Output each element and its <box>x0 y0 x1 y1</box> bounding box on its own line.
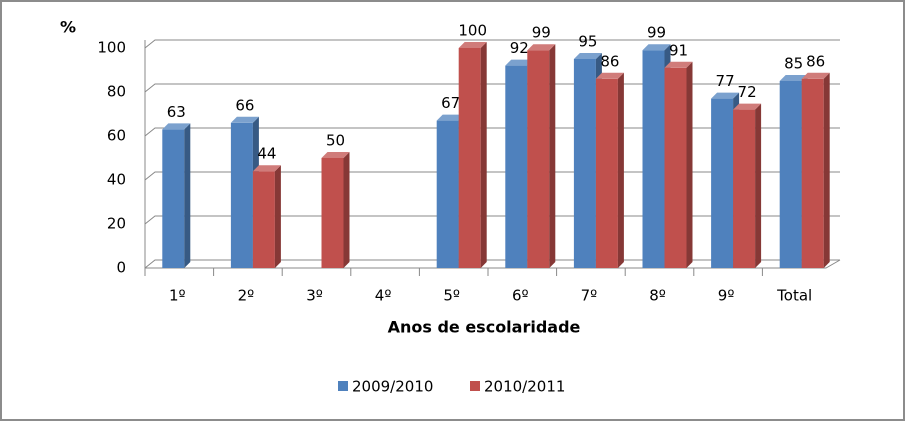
bar <box>458 42 487 268</box>
value-label: 63 <box>167 103 186 121</box>
x-tick-label: 7º <box>581 287 598 305</box>
bar-side <box>755 103 762 268</box>
bar-top <box>573 53 602 59</box>
bar-top <box>733 103 762 110</box>
bar-top <box>642 44 671 51</box>
bar-front <box>595 78 618 268</box>
bar-side <box>823 72 830 268</box>
x-tick-label: 8º <box>649 287 666 305</box>
bar-front <box>733 109 756 268</box>
bar <box>527 44 556 269</box>
legend-label: 2009/2010 <box>352 378 433 396</box>
bar <box>252 165 281 268</box>
value-label: 72 <box>738 83 757 101</box>
bar <box>162 123 191 269</box>
value-label: 99 <box>532 24 551 42</box>
bar-side <box>686 61 693 268</box>
value-label: 85 <box>784 55 803 73</box>
value-label: 86 <box>806 52 825 70</box>
bar-top <box>321 152 350 158</box>
bar <box>595 72 624 268</box>
x-tick-label: 5º <box>443 287 460 305</box>
bar-top <box>505 59 534 66</box>
bar-front <box>436 120 459 268</box>
bar-top <box>436 114 465 121</box>
bar-top <box>595 72 624 79</box>
y-tick-label: 40 <box>107 171 126 189</box>
value-label: 86 <box>600 52 619 70</box>
y-tick-label: 100 <box>97 39 126 57</box>
x-tick-label: Total <box>776 287 812 305</box>
grid-line <box>144 39 840 49</box>
bar-front <box>162 129 185 268</box>
bar-front <box>711 98 734 268</box>
bar-front <box>779 81 802 268</box>
bar-side <box>343 152 350 268</box>
bar-front <box>458 48 481 268</box>
x-tick-label: 1º <box>169 287 186 305</box>
bar-front <box>252 171 275 268</box>
value-label: 66 <box>235 96 254 114</box>
bar-top <box>162 123 191 130</box>
x-axis-title: Anos de escolaridade <box>388 318 581 337</box>
bar-top <box>779 75 808 81</box>
bar-front <box>801 78 824 268</box>
bar-side <box>184 123 191 269</box>
bar-top <box>801 72 830 79</box>
bar-top <box>230 116 259 123</box>
bar-front <box>527 50 550 269</box>
value-label: 95 <box>578 33 597 51</box>
y-tick-label: 0 <box>116 259 126 277</box>
value-label: 100 <box>458 22 487 40</box>
bar <box>321 152 350 268</box>
bar <box>733 103 762 268</box>
legend-swatch <box>470 381 480 391</box>
x-tick-label: 6º <box>512 287 529 305</box>
y-tick-label: 20 <box>107 215 126 233</box>
x-tick-label: 2º <box>238 287 255 305</box>
bar <box>801 72 830 268</box>
bar-front <box>505 65 528 268</box>
bar-front <box>664 67 687 268</box>
legend-swatch <box>338 381 348 391</box>
value-label: 92 <box>510 39 529 57</box>
bar-top <box>458 42 487 48</box>
bar <box>664 61 693 268</box>
bar-front <box>230 122 253 268</box>
legend-label: 2010/2011 <box>484 378 565 396</box>
value-label: 99 <box>647 24 666 42</box>
bar-side <box>549 44 556 269</box>
value-label: 91 <box>669 41 688 59</box>
value-label: 77 <box>716 72 735 90</box>
bar-top <box>252 165 281 172</box>
y-tick-label: 80 <box>107 83 126 101</box>
bar-top <box>711 92 740 99</box>
bar-top <box>527 44 556 51</box>
y-tick-label: 60 <box>107 127 126 145</box>
x-tick-label: 3º <box>306 287 323 305</box>
bar-front <box>642 50 665 269</box>
value-label: 67 <box>441 94 460 112</box>
floor <box>145 259 841 269</box>
bar-side <box>480 42 487 268</box>
bar-front <box>573 59 596 268</box>
y-axis-title: % <box>60 18 76 37</box>
bar-top <box>664 61 693 68</box>
value-label: 50 <box>326 132 345 150</box>
x-tick-label: 4º <box>375 287 392 305</box>
bar-front <box>321 158 344 268</box>
bar-side <box>274 165 281 268</box>
x-tick-label: 9º <box>718 287 735 305</box>
bar-side <box>617 72 624 268</box>
value-label: 44 <box>257 145 276 163</box>
